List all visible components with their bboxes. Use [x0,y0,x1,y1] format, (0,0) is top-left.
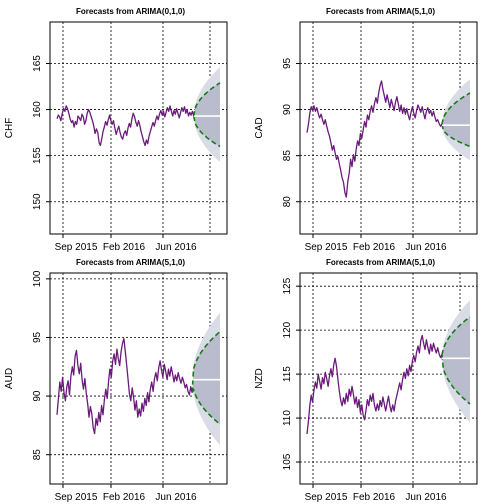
x-tick-label-3-2: Jun 2016 [405,492,447,503]
x-tick-label-1-2: Jun 2016 [405,242,447,253]
x-tick-label-1-0: Sep 2015 [305,242,348,253]
y-tick-label-3-0: 105 [282,453,293,470]
y-tick-label-1-2: 90 [282,104,293,116]
y-tick-label-2-1: 90 [32,390,43,402]
y-tick-label-3-1: 110 [282,410,293,426]
x-tick-label-1-1: Feb 2016 [353,242,396,253]
series-line-cad [306,80,443,198]
x-tick-label-0-1: Feb 2016 [103,242,146,253]
forecast-band-80-1 [441,92,470,147]
series-line-nzd [306,334,443,434]
forecast-bound-lower-2 [191,387,221,425]
y-tick-label-0-0: 150 [32,193,43,210]
x-tick-label-2-1: Feb 2016 [103,492,146,503]
forecast-bound-upper-2 [191,331,221,393]
x-tick-label-3-0: Sep 2015 [305,492,348,503]
y-tick-label-1-1: 85 [282,150,293,162]
y-tick-label-3-4: 125 [282,277,293,294]
y-tick-label-0-3: 165 [32,55,43,72]
forecast-bound-lower-3 [441,354,471,405]
x-tick-label-0-2: Jun 2016 [155,242,197,253]
x-tick-label-3-1: Feb 2016 [353,492,396,503]
x-tick-label-2-2: Jun 2016 [155,492,197,503]
series-line-aud [56,337,193,435]
chart-title-0: Forecasts from ARIMA(0,1,0) [76,7,185,16]
chart-title-3: Forecasts from ARIMA(5,1,0) [326,258,435,267]
y-axis-label-2: AUD [4,368,15,389]
forecast-bound-lower-1 [441,124,471,148]
x-tick-label-2-0: Sep 2015 [55,492,98,503]
y-tick-label-3-2: 115 [282,366,293,382]
y-tick-label-3-3: 120 [282,321,293,338]
y-axis-label-0: CHF [4,118,15,139]
y-tick-label-2-0: 85 [32,449,43,461]
series-line-chf [56,105,195,147]
x-tick-label-0-0: Sep 2015 [55,242,98,253]
chart-title-1: Forecasts from ARIMA(5,1,0) [326,7,435,16]
plot-frame-0 [49,21,228,235]
forecast-bound-upper-1 [441,92,471,125]
y-tick-label-2-2: 95 [32,331,43,343]
chart-title-2: Forecasts from ARIMA(5,1,0) [76,258,185,267]
forecast-bound-lower-0 [192,115,221,148]
plot-frame-1 [299,21,478,235]
forecast-bound-upper-0 [192,82,221,117]
y-tick-label-2-3: 100 [32,270,43,287]
y-tick-label-0-1: 155 [32,147,43,164]
y-axis-label-3: NZD [254,368,265,389]
y-tick-label-1-0: 80 [282,196,293,208]
plot-frame-3 [299,272,478,485]
forecast-bound-upper-3 [441,316,471,355]
y-tick-label-0-2: 160 [32,101,43,118]
y-axis-label-1: CAD [254,117,265,138]
y-tick-label-1-3: 95 [282,57,293,69]
plot-frame-2 [49,272,228,485]
